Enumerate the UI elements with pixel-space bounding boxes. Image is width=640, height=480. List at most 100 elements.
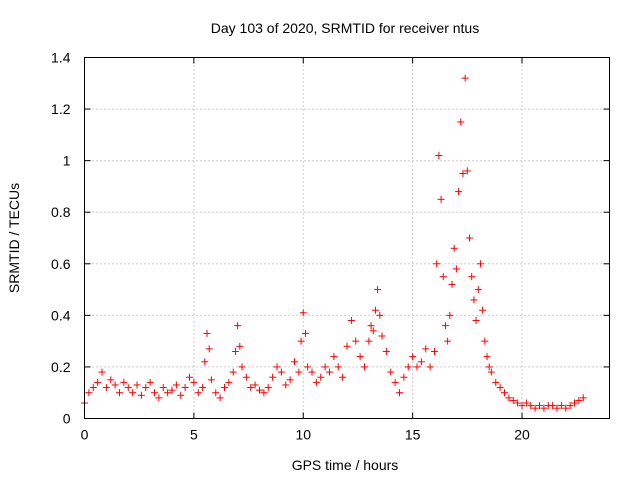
data-point <box>435 151 443 159</box>
plot-frame <box>84 57 610 419</box>
grid-layer <box>84 57 610 419</box>
data-point <box>297 337 305 345</box>
data-point <box>361 363 368 371</box>
data-point <box>238 363 246 371</box>
data-point <box>168 386 176 394</box>
data-point <box>376 311 384 319</box>
data-point <box>236 342 244 350</box>
data-point <box>371 306 379 314</box>
data-point <box>304 363 312 371</box>
data-point <box>479 306 487 314</box>
data-point <box>439 273 447 281</box>
data-point <box>207 376 215 384</box>
data-point <box>444 337 452 345</box>
data-point <box>234 322 242 330</box>
data-point <box>571 399 578 407</box>
data-point <box>549 402 557 410</box>
data-point <box>291 358 298 366</box>
data-point <box>483 353 491 361</box>
y-tick-label: 0.4 <box>51 307 71 323</box>
data-point <box>264 384 272 392</box>
data-point <box>433 260 441 268</box>
data-point <box>299 309 307 317</box>
data-point <box>231 347 239 355</box>
data-point <box>120 378 128 386</box>
data-point <box>485 363 493 371</box>
y-axis-label: SRMTID / TECUs <box>6 183 22 293</box>
data-point <box>159 384 167 392</box>
data-point <box>450 244 458 252</box>
data-point <box>124 384 132 392</box>
data-point <box>295 368 303 376</box>
data-point <box>330 353 338 361</box>
data-point <box>492 378 500 386</box>
x-axis-label: GPS time / hours <box>292 457 399 473</box>
data-point <box>474 286 482 294</box>
data-point <box>413 363 421 371</box>
data-points <box>81 74 587 412</box>
data-point <box>382 347 390 355</box>
data-point <box>369 327 377 335</box>
data-point <box>94 378 102 386</box>
data-point <box>142 384 150 392</box>
data-point <box>98 368 106 376</box>
data-point <box>509 396 517 404</box>
data-point <box>505 394 513 402</box>
data-point <box>466 234 473 242</box>
data-point <box>374 286 382 294</box>
data-point <box>116 389 123 397</box>
data-point <box>472 317 480 325</box>
data-point <box>133 381 141 389</box>
data-point <box>566 402 574 410</box>
x-tick-labels: 0 5 10 15 20 <box>81 427 530 443</box>
data-point <box>260 389 268 397</box>
data-point <box>459 170 467 178</box>
data-point <box>518 402 526 410</box>
data-point <box>321 363 329 371</box>
x-tick-label: 15 <box>405 427 421 443</box>
data-point <box>282 381 290 389</box>
data-point <box>461 74 469 82</box>
data-point <box>367 322 375 330</box>
data-point <box>312 378 320 386</box>
data-point <box>455 188 463 196</box>
data-point <box>347 317 355 325</box>
data-point <box>221 384 228 392</box>
data-point <box>431 347 438 355</box>
data-point <box>352 337 360 345</box>
y-tick-label: 0.2 <box>51 359 71 375</box>
data-point <box>85 389 93 397</box>
data-point <box>343 342 351 350</box>
data-point <box>457 118 465 126</box>
data-point <box>501 389 508 397</box>
data-point <box>448 280 456 288</box>
data-point <box>107 376 115 384</box>
data-point <box>476 260 484 268</box>
data-point <box>273 363 281 371</box>
data-point <box>452 265 460 273</box>
data-point <box>536 402 543 410</box>
data-point <box>481 337 489 345</box>
data-point <box>186 373 193 381</box>
data-point <box>531 404 539 412</box>
data-point <box>317 373 325 381</box>
data-point <box>441 322 449 330</box>
data-point <box>286 376 294 384</box>
data-point <box>409 353 417 361</box>
y-tick-label: 0.8 <box>51 204 71 220</box>
data-point <box>356 353 364 361</box>
data-point <box>247 384 255 392</box>
data-point <box>229 368 237 376</box>
data-point <box>468 273 476 281</box>
data-point <box>487 368 495 376</box>
data-point <box>164 389 172 397</box>
data-point <box>256 386 263 394</box>
data-point <box>146 378 154 386</box>
data-point <box>225 378 233 386</box>
data-point <box>522 399 530 407</box>
data-point <box>422 345 430 353</box>
data-point <box>553 404 561 412</box>
data-point <box>437 195 445 203</box>
y-tick-label: 1.4 <box>51 50 71 66</box>
